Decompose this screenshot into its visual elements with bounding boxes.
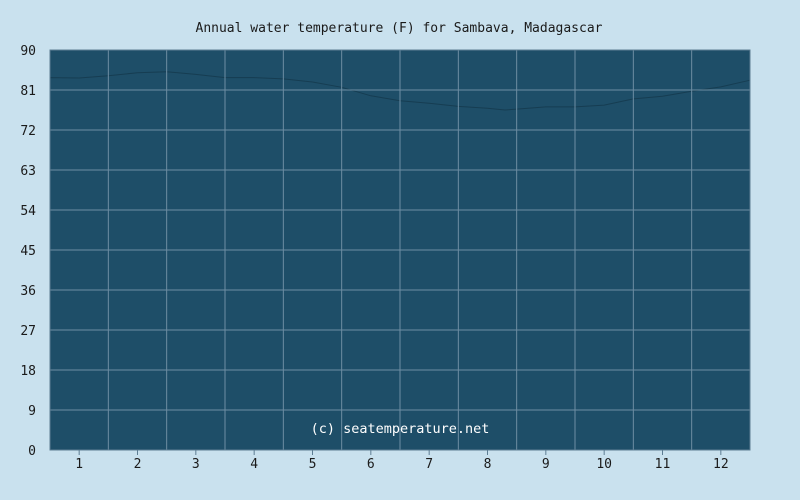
chart-title: Annual water temperature (F) for Sambava… (196, 21, 603, 36)
y-tick-label: 81 (20, 84, 36, 99)
x-tick-label: 12 (713, 457, 729, 472)
x-tick-label: 9 (542, 457, 550, 472)
x-tick-label: 5 (309, 457, 317, 472)
x-tick-label: 10 (596, 457, 612, 472)
y-tick-label: 90 (20, 44, 36, 59)
y-tick-label: 45 (20, 244, 36, 259)
x-tick-label: 7 (425, 457, 433, 472)
x-tick-label: 1 (75, 457, 83, 472)
x-tick-label: 11 (655, 457, 671, 472)
credit-text: (c) seatemperature.net (311, 421, 490, 437)
x-axis: 1 2 3 4 5 6 7 8 9 10 11 12 (75, 450, 729, 472)
y-tick-label: 63 (20, 164, 36, 179)
y-tick-label: 9 (28, 404, 36, 419)
y-tick-label: 54 (20, 204, 36, 219)
x-tick-label: 8 (484, 457, 492, 472)
plot-border (49, 49, 751, 451)
y-tick-label: 0 (28, 444, 36, 459)
y-tick-label: 36 (20, 284, 36, 299)
x-tick-label: 3 (192, 457, 200, 472)
y-tick-label: 72 (20, 124, 36, 139)
y-tick-label: 18 (20, 364, 36, 379)
x-tick-label: 2 (134, 457, 142, 472)
grid-lines (49, 49, 751, 451)
y-axis: 0 9 18 27 36 45 54 63 72 81 90 (20, 44, 36, 459)
y-tick-label: 27 (20, 324, 36, 339)
x-tick-label: 6 (367, 457, 375, 472)
x-tick-label: 4 (250, 457, 258, 472)
